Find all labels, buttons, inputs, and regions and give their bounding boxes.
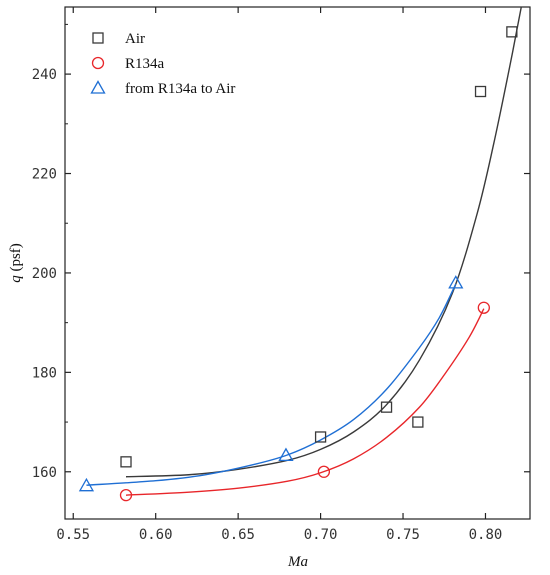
plot-frame	[64, 6, 531, 520]
y-tick-label: 220	[32, 167, 57, 183]
legend-marker-circle	[91, 56, 105, 70]
data-point-circle	[119, 488, 133, 502]
fit-line-1	[125, 308, 485, 496]
x-tick-label: 0.60	[139, 527, 173, 543]
x-tick-label: 0.65	[221, 527, 255, 543]
data-point-triangle	[78, 477, 95, 492]
y-axis-title-unit: (psf)	[8, 243, 24, 275]
y-axis-title-var: q	[8, 275, 24, 283]
y-axis-title: q (psf)	[8, 243, 24, 283]
data-point-square	[412, 416, 424, 428]
data-point-square	[314, 431, 327, 443]
x-axis-title: Ma	[287, 554, 308, 570]
data-point-triangle	[278, 447, 294, 462]
x-tick-label: 0.70	[304, 527, 338, 543]
data-point-square	[506, 26, 518, 38]
legend-label: R134a	[125, 56, 165, 72]
fit-line-2	[86, 283, 457, 486]
legend-label: from R134a to Air	[125, 81, 235, 97]
data-point-square	[380, 401, 393, 413]
fit-line-0	[125, 7, 522, 478]
data-point-circle	[477, 301, 490, 314]
x-tick-label: 0.80	[469, 527, 503, 543]
y-tick-label: 240	[32, 67, 57, 83]
x-tick-label: 0.55	[56, 527, 90, 543]
data-point-square	[120, 456, 132, 468]
legend-marker-triangle	[90, 80, 106, 94]
legend-marker-square	[92, 32, 104, 44]
y-tick-label: 160	[32, 465, 57, 481]
data-point-triangle	[448, 275, 464, 289]
data-markers	[78, 26, 518, 502]
y-tick-label: 200	[32, 266, 57, 282]
data-point-square	[474, 85, 487, 98]
axis-ticks: 0.55 0.60 0.65 0.70 0.75 0.80 160 180 200 220 240	[32, 7, 530, 543]
legend-label: Air	[125, 31, 145, 47]
y-tick-label: 180	[32, 365, 57, 381]
fit-curves	[86, 7, 522, 496]
legend: Air R134a from R134a to Air	[90, 31, 235, 97]
data-point-circle	[317, 465, 331, 478]
x-tick-label: 0.75	[386, 527, 420, 543]
